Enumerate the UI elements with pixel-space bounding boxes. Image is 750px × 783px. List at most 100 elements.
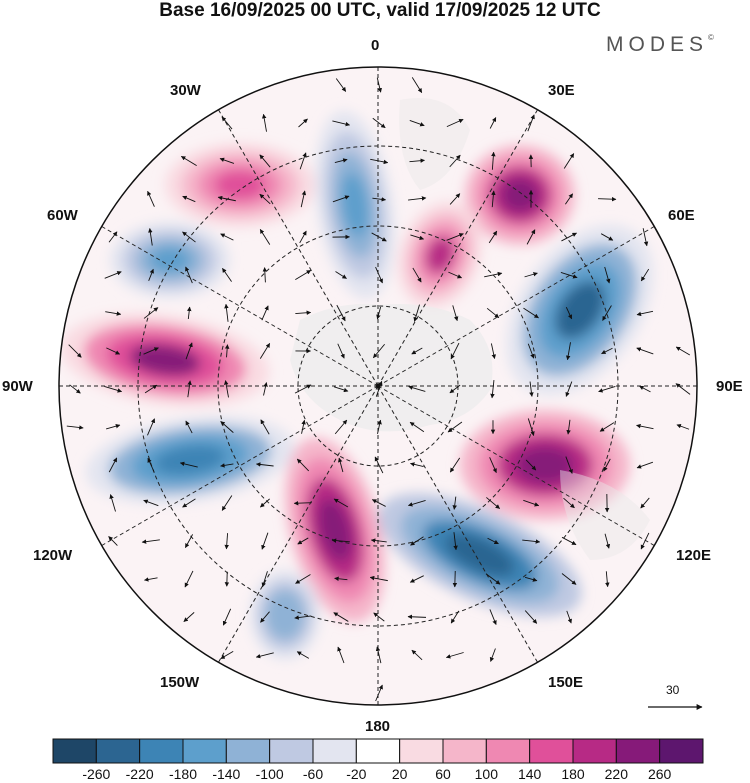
wind-vector — [370, 538, 387, 543]
wind-vector — [371, 232, 387, 242]
wind-vector — [294, 615, 312, 620]
colorbar-segment — [485, 738, 531, 764]
colorbar-tick-label: 100 — [474, 766, 499, 782]
wind-vector — [184, 570, 194, 588]
wind-vector — [259, 229, 271, 245]
anomaly-region — [555, 281, 605, 339]
wind-vector — [295, 574, 311, 584]
colorbar-segment — [95, 738, 141, 764]
wind-vector — [335, 78, 347, 92]
lon-label-60w: 60W — [47, 207, 78, 224]
wind-vector — [452, 305, 459, 322]
colorbar-tick-label: -60 — [302, 766, 324, 782]
wind-vector — [331, 538, 350, 543]
anomaly-region — [318, 498, 352, 562]
wind-vector — [372, 117, 386, 129]
wind-vector — [411, 77, 423, 93]
wind-vector — [185, 342, 193, 360]
wind-vector — [486, 497, 500, 509]
colorbar-segment — [572, 738, 617, 764]
colorbar-tick-label: -100 — [255, 766, 284, 782]
anomaly-region — [214, 170, 266, 200]
wind-vector — [369, 575, 388, 582]
graticule — [59, 67, 697, 705]
wind-vector — [488, 230, 498, 244]
anomaly-region — [341, 172, 369, 238]
wind-vector — [337, 343, 345, 359]
wind-vector — [489, 117, 497, 129]
wind-vector — [106, 347, 121, 355]
colorbar-segment — [225, 738, 271, 764]
anomaly-region — [501, 178, 539, 212]
wind-vector — [675, 346, 691, 356]
wind-vector — [222, 268, 232, 282]
anomaly-region — [425, 236, 455, 274]
lon-label-180: 180 — [365, 718, 391, 735]
wind-vector — [333, 612, 349, 622]
wind-vector — [144, 577, 158, 582]
wind-vector — [376, 306, 382, 320]
wind-vector — [375, 380, 383, 397]
wind-vector — [185, 266, 193, 284]
colorbar — [52, 738, 704, 764]
wind-vector — [565, 306, 573, 320]
colorbar-segment — [269, 738, 314, 764]
lon-label-120e: 120E — [676, 547, 712, 564]
wind-vector — [564, 193, 574, 205]
wind-vector — [261, 113, 267, 132]
wind-vector — [604, 533, 611, 549]
wind-vector — [561, 573, 577, 585]
wind-vector — [377, 419, 382, 434]
wind-vector — [449, 193, 461, 205]
colorbar-segment — [312, 738, 357, 764]
wind-vector — [676, 424, 690, 430]
anomaly-region — [154, 445, 226, 475]
wind-vector — [524, 610, 538, 624]
wind-vector — [604, 266, 611, 284]
colorbar-tick-label: -140 — [212, 766, 241, 782]
wind-vector — [371, 499, 386, 507]
wind-vector — [255, 652, 274, 659]
colorbar-segment — [182, 738, 227, 764]
wind-vector — [220, 650, 234, 660]
colorbar-segment — [659, 738, 704, 764]
wind-vector — [147, 418, 156, 436]
colorbar-segment — [355, 738, 401, 764]
wind-vector — [148, 228, 153, 246]
wind-vector — [182, 498, 196, 508]
land-masses — [290, 98, 650, 560]
wind-vector — [636, 310, 654, 317]
wind-vector — [445, 652, 464, 659]
wind-vector — [566, 610, 572, 624]
wind-vector — [261, 571, 268, 588]
colorbar-tick-label: -220 — [125, 766, 154, 782]
wind-vector — [143, 307, 159, 319]
wind-vector — [104, 271, 122, 279]
wind-vector — [255, 462, 274, 467]
wind-vector — [446, 233, 464, 241]
wind-vector — [450, 610, 460, 624]
colorbar-tick-label: -260 — [82, 766, 111, 782]
colorbar-tick-label: 180 — [561, 766, 585, 782]
wind-vector — [219, 157, 235, 164]
wind-vector — [409, 158, 425, 163]
wind-vector — [334, 576, 348, 581]
wind-vector — [522, 539, 541, 544]
wind-vector — [147, 457, 155, 472]
wind-vector — [375, 646, 382, 664]
wind-vector — [636, 461, 654, 469]
wind-vector — [109, 494, 116, 512]
wind-vector — [220, 463, 234, 468]
wind-vector — [484, 271, 503, 278]
colorbar-tick-label: -180 — [168, 766, 198, 782]
wind-vector — [491, 151, 496, 170]
wind-vector — [450, 342, 460, 360]
wind-vector — [449, 384, 461, 394]
wind-vector — [565, 456, 573, 474]
wind-vector — [487, 537, 499, 545]
wind-vector — [563, 497, 575, 509]
wind-vector — [675, 383, 691, 395]
colorbar-segment — [52, 738, 97, 764]
wind-vector — [565, 381, 573, 397]
wind-vector — [180, 155, 197, 167]
